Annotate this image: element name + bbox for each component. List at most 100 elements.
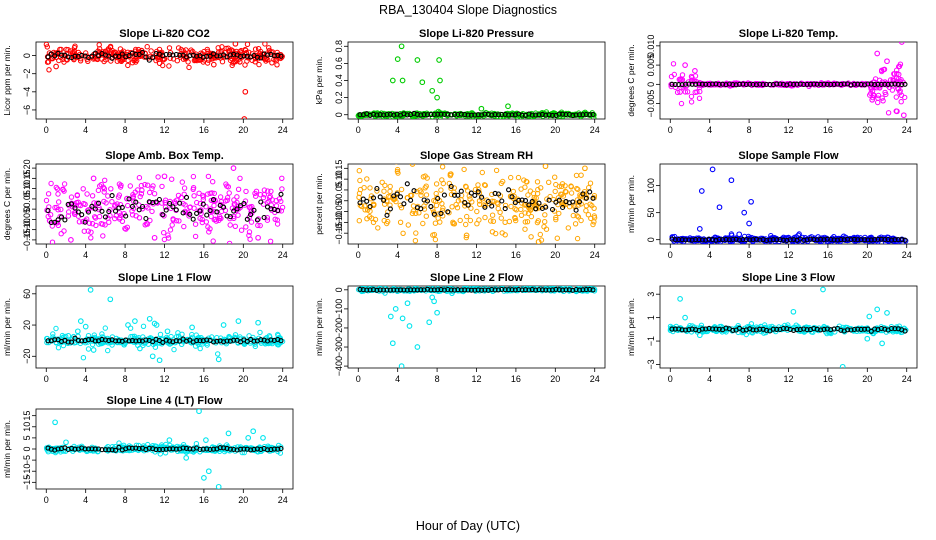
data-point	[138, 191, 145, 197]
data-point	[482, 214, 488, 221]
y-tick-label: −2	[22, 69, 32, 79]
overlay-point	[153, 447, 159, 453]
overlay-point	[367, 203, 373, 210]
overlay-point	[52, 219, 58, 225]
overlay-point	[669, 326, 675, 332]
data-point	[279, 204, 286, 211]
outlier-point	[201, 475, 207, 481]
data-point	[169, 222, 175, 228]
overlay-point	[475, 287, 481, 293]
overlay-point	[197, 446, 203, 453]
data-point	[413, 230, 419, 236]
y-tick-label: −100	[334, 299, 344, 319]
overlay-point	[858, 81, 864, 87]
outlier-point	[478, 105, 485, 112]
overlay-point	[549, 206, 556, 213]
overlay-point	[455, 192, 461, 198]
x-tick-label: 8	[747, 374, 752, 384]
outlier-point	[419, 79, 426, 86]
overlay-point	[96, 53, 102, 59]
x-tick-label: 20	[862, 374, 872, 384]
outlier-point	[242, 88, 249, 95]
data-point	[61, 59, 67, 65]
outlier-point	[230, 165, 237, 171]
overlay-point	[451, 287, 458, 293]
panel-2: Slope Li-820 Pressure 0 4 8 12 16 20 24 0 0.2 0.4 0…	[314, 28, 606, 135]
data-points	[43, 42, 285, 119]
outlier-point	[414, 57, 421, 63]
y-tick-label: 0.10	[334, 170, 344, 188]
data-point	[232, 223, 239, 230]
overlay-point	[794, 327, 800, 333]
data-points	[43, 165, 286, 244]
data-point	[559, 183, 565, 190]
y-tick-label: −0.15	[334, 222, 344, 245]
data-point	[114, 58, 121, 64]
overlay-point	[686, 81, 692, 87]
data-point	[215, 45, 221, 51]
overlay-point	[278, 338, 284, 344]
overlay-point	[445, 286, 451, 293]
panel-title: Slope Line 2 Flow	[430, 272, 523, 284]
data-point	[53, 325, 59, 332]
data-point	[176, 218, 182, 224]
overlay-point	[791, 237, 797, 243]
overlay-point	[85, 209, 92, 215]
overlay-point	[275, 208, 281, 214]
data-point	[191, 193, 197, 199]
overlay-point	[878, 81, 884, 87]
data-point	[387, 183, 393, 190]
overlay-point	[45, 208, 51, 214]
overlay-point	[875, 81, 881, 87]
overlay-point	[848, 237, 854, 243]
data-point	[243, 224, 249, 230]
data-point	[206, 229, 212, 235]
outlier-point	[137, 345, 143, 352]
y-axis-label: ml/min per min.	[2, 420, 12, 478]
overlay-point	[543, 287, 549, 293]
data-points	[355, 286, 598, 368]
overlay-point	[468, 287, 474, 293]
data-point	[61, 228, 67, 234]
overlay-point	[418, 112, 424, 118]
overlay-point	[163, 207, 169, 213]
overlay-point	[546, 287, 552, 293]
overlay-point	[214, 53, 220, 59]
overlay-point	[458, 111, 464, 117]
outlier-point	[255, 234, 261, 241]
data-point	[454, 205, 461, 211]
overlay-point	[435, 111, 441, 117]
y-axis-label: ml/min per min.	[2, 298, 12, 356]
data-point	[468, 205, 474, 211]
y-tick-label: 0.05	[334, 181, 344, 199]
data-point	[880, 67, 887, 73]
data-point	[279, 186, 285, 192]
y-tick-label: −0.10	[22, 218, 32, 241]
data-point	[97, 183, 103, 189]
overlay-point	[62, 217, 68, 223]
y-tick-label: 20	[22, 320, 32, 330]
outlier-point	[698, 188, 705, 194]
data-point	[364, 176, 370, 182]
overlay-point	[533, 112, 539, 118]
x-tick-label: 8	[123, 374, 128, 384]
overlay-point	[841, 81, 847, 87]
y-tick-label: −0.05	[334, 200, 344, 223]
panel-title: Slope Li-820 Pressure	[419, 28, 534, 40]
overlay-point	[160, 212, 166, 218]
overlay-point	[251, 207, 257, 213]
overlay-point	[72, 446, 78, 452]
outlier-point	[874, 306, 881, 313]
data-point	[149, 208, 155, 215]
data-point	[237, 175, 243, 182]
x-tick-label: 20	[238, 125, 248, 135]
data-point	[213, 218, 220, 224]
data-point	[253, 193, 259, 199]
data-point	[880, 98, 886, 104]
x-tick-label: 12	[159, 374, 169, 384]
overlay-point	[96, 200, 102, 206]
overlay-point	[248, 212, 254, 218]
overlay-point	[767, 81, 773, 88]
data-point	[423, 192, 430, 198]
data-point	[385, 209, 391, 215]
